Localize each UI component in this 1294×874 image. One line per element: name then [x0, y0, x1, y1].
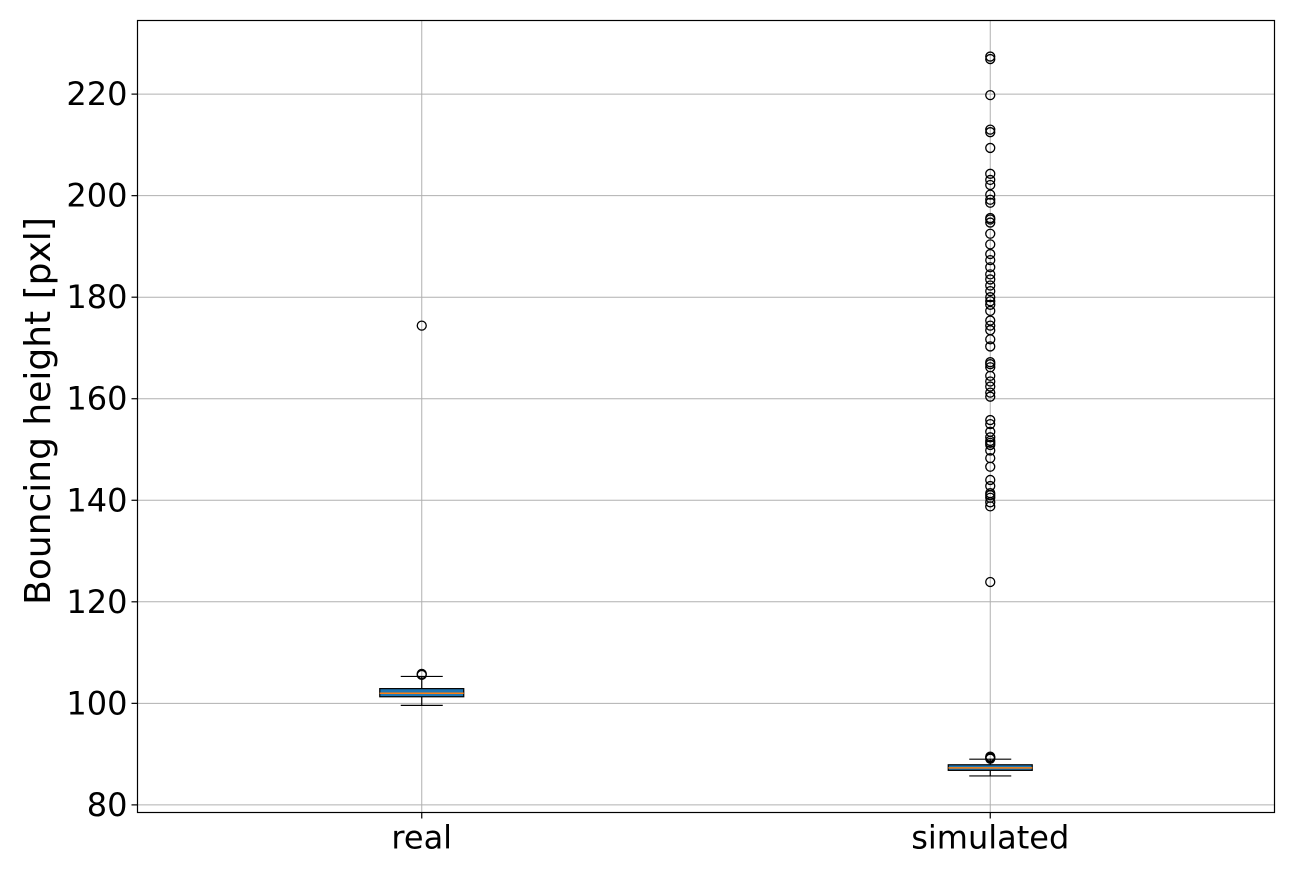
outlier-point	[985, 254, 996, 266]
x-tick-label: simulated	[911, 819, 1069, 857]
outlier-point	[985, 127, 996, 138]
y-tick-label: 140	[66, 481, 127, 519]
outlier-point	[985, 376, 996, 387]
y-axis-label: Bouncing height [pxl]	[18, 217, 59, 605]
outlier-point	[985, 751, 996, 762]
outlier-point	[985, 414, 996, 426]
outlier-point	[985, 488, 996, 499]
plot-frame	[136, 19, 1276, 814]
axis-ticks: 80 100 120 140 160 180 200 220 real simulated	[66, 75, 1069, 856]
outlier-point	[985, 217, 996, 228]
y-tick-label: 220	[66, 75, 127, 113]
outlier-point	[985, 262, 996, 273]
x-tick-label: real	[391, 819, 452, 857]
outlier-point	[985, 432, 996, 443]
y-tick-label: 180	[66, 278, 127, 316]
outlier-point	[985, 239, 996, 250]
outlier-point	[985, 228, 996, 239]
y-tick-label: 80	[87, 786, 128, 824]
outlier-point	[985, 357, 996, 368]
outlier-point	[985, 296, 996, 307]
outlier-point	[985, 387, 996, 398]
outlier-point	[985, 285, 996, 297]
box-group-real	[379, 320, 465, 706]
outlier-point	[985, 391, 996, 402]
y-tick-label: 120	[66, 583, 127, 621]
outlier-point	[985, 179, 996, 191]
outlier-point	[985, 197, 996, 208]
outlier-point	[985, 576, 996, 588]
outlier-point	[985, 212, 996, 224]
y-tick-label: 100	[66, 684, 127, 722]
outlier-point	[985, 89, 996, 101]
outlier-point	[985, 269, 996, 280]
box-plot-series	[379, 51, 1033, 777]
grid-lines	[137, 20, 1275, 813]
outlier-point	[416, 668, 427, 680]
outlier-point	[985, 362, 996, 373]
outlier-point	[985, 452, 996, 464]
outlier-point	[985, 292, 996, 303]
outlier-point	[985, 299, 996, 310]
box-group-simulated	[947, 51, 1033, 777]
y-tick-label: 160	[66, 380, 127, 418]
outlier-point	[985, 274, 996, 285]
outlier-point	[985, 418, 996, 430]
outlier-point	[985, 51, 996, 62]
outlier-point	[985, 480, 996, 492]
outlier-point	[416, 320, 427, 331]
outlier-point	[985, 142, 996, 154]
outlier-point	[985, 194, 996, 205]
outlier-point	[985, 174, 996, 186]
outlier-point	[985, 381, 996, 392]
outlier-point	[985, 492, 996, 503]
outlier-point	[985, 320, 996, 331]
outlier-point	[985, 426, 996, 437]
outlier-point	[985, 474, 996, 486]
outlier-point	[985, 280, 996, 291]
outlier-point	[985, 341, 996, 352]
y-tick-label: 200	[66, 177, 127, 215]
outlier-point	[985, 124, 996, 135]
outlier-point	[985, 168, 996, 179]
outlier-point	[985, 53, 996, 65]
